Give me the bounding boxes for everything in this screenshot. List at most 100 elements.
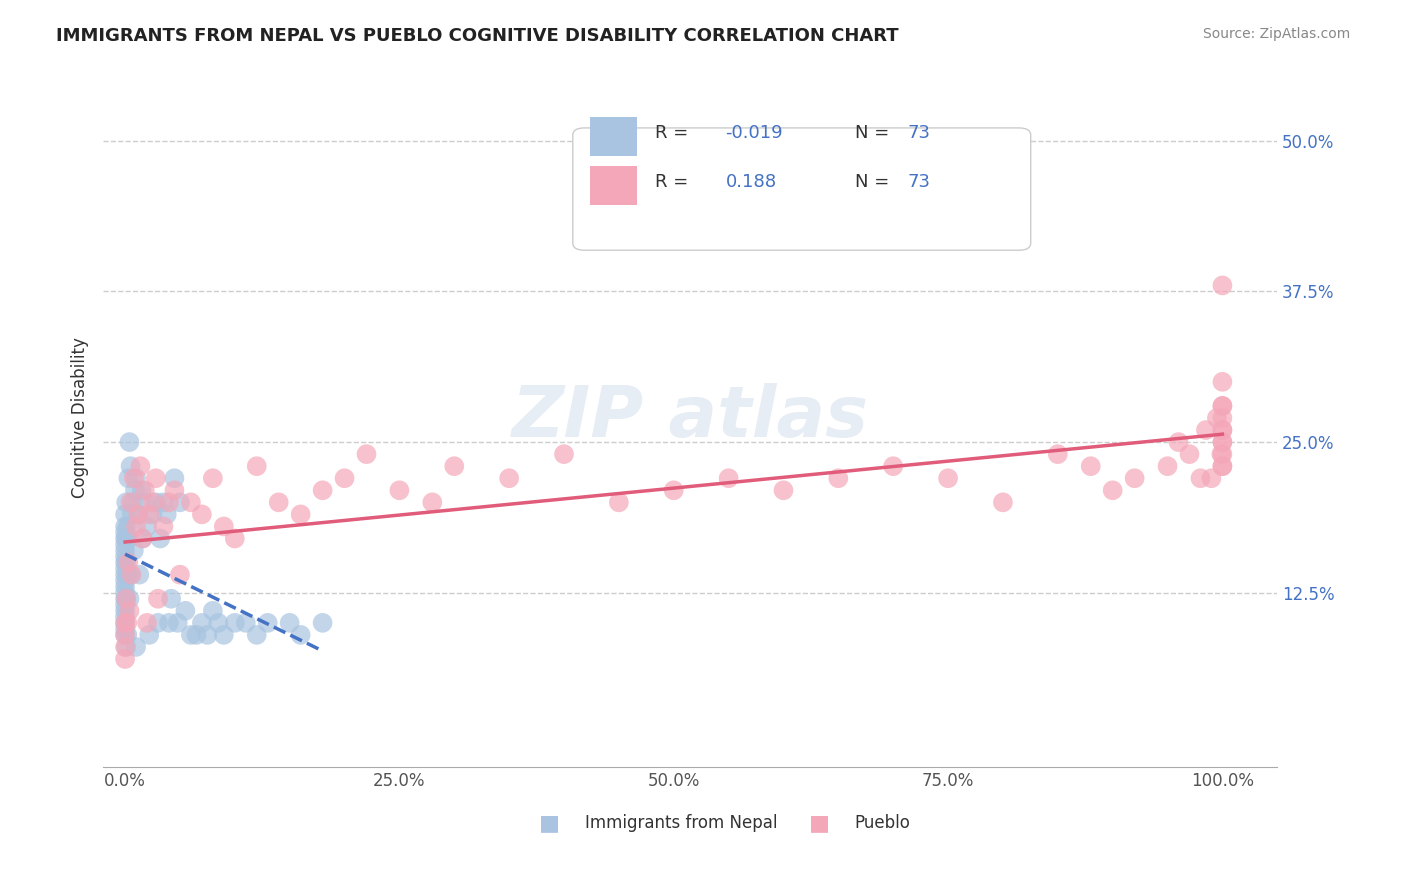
Point [1156,459,1178,474]
Point [128,567,150,582]
Point [201,471,224,485]
Point [114,556,136,570]
Point [131,532,153,546]
Point [127,508,149,522]
Point [115,591,138,606]
Point [122,471,145,485]
Point [114,604,136,618]
Point [290,628,312,642]
Point [163,483,186,498]
Point [163,471,186,485]
Point [1101,483,1123,498]
Point [212,628,235,642]
Point [420,495,443,509]
FancyBboxPatch shape [572,128,1031,251]
Point [114,574,136,588]
Text: Pueblo: Pueblo [855,814,911,832]
Point [191,508,214,522]
Point [256,615,278,630]
Point [114,615,136,630]
Point [114,615,136,630]
FancyBboxPatch shape [591,118,637,156]
Point [160,591,183,606]
Point [141,508,163,522]
Point [235,615,257,630]
Point [1211,375,1233,389]
Point [114,640,136,654]
Point [145,495,167,509]
Point [115,532,138,546]
Point [136,519,159,533]
Point [131,483,153,498]
Point [152,495,174,509]
Point [1201,471,1223,485]
Point [114,532,136,546]
Point [717,471,740,485]
Point [207,615,229,630]
Point [136,615,159,630]
Text: IMMIGRANTS FROM NEPAL VS PUEBLO COGNITIVE DISABILITY CORRELATION CHART: IMMIGRANTS FROM NEPAL VS PUEBLO COGNITIV… [56,27,898,45]
Point [114,580,136,594]
Text: Source: ZipAtlas.com: Source: ZipAtlas.com [1202,27,1350,41]
Point [117,567,139,582]
Point [115,591,138,606]
Point [1178,447,1201,461]
Point [388,483,411,498]
Point [1189,471,1212,485]
Point [141,495,163,509]
Point [443,459,465,474]
Point [882,459,904,474]
Point [1211,459,1233,474]
Point [145,471,167,485]
Point [120,567,142,582]
Text: 73: 73 [907,125,931,143]
Point [1211,278,1233,293]
Point [120,495,142,509]
Point [1211,423,1233,437]
Point [134,495,156,509]
Point [121,508,143,522]
Point [114,628,136,642]
Point [157,615,180,630]
Point [166,615,188,630]
Point [991,495,1014,509]
Point [134,483,156,498]
Point [125,471,148,485]
Point [125,640,148,654]
Point [278,615,301,630]
Point [114,561,136,575]
Point [114,543,136,558]
Point [1080,459,1102,474]
Point [117,615,139,630]
Text: N =: N = [855,173,894,192]
Text: 73: 73 [907,173,931,192]
Point [201,604,224,618]
Point [114,610,136,624]
Point [212,519,235,533]
Point [224,532,246,546]
Point [191,615,214,630]
Point [174,604,197,618]
Point [311,615,333,630]
Point [169,495,191,509]
Point [180,495,202,509]
Point [138,628,160,642]
Point [117,556,139,570]
Point [333,471,356,485]
Point [114,591,136,606]
Point [936,471,959,485]
Point [311,483,333,498]
Point [124,483,146,498]
Point [121,567,143,582]
Point [1211,459,1233,474]
Point [1211,411,1233,425]
Point [149,532,172,546]
Point [1211,423,1233,437]
Point [246,628,269,642]
Point [115,640,138,654]
Point [115,495,138,509]
Point [114,549,136,564]
Text: ■: ■ [808,814,830,833]
FancyBboxPatch shape [591,167,637,205]
Point [114,598,136,612]
